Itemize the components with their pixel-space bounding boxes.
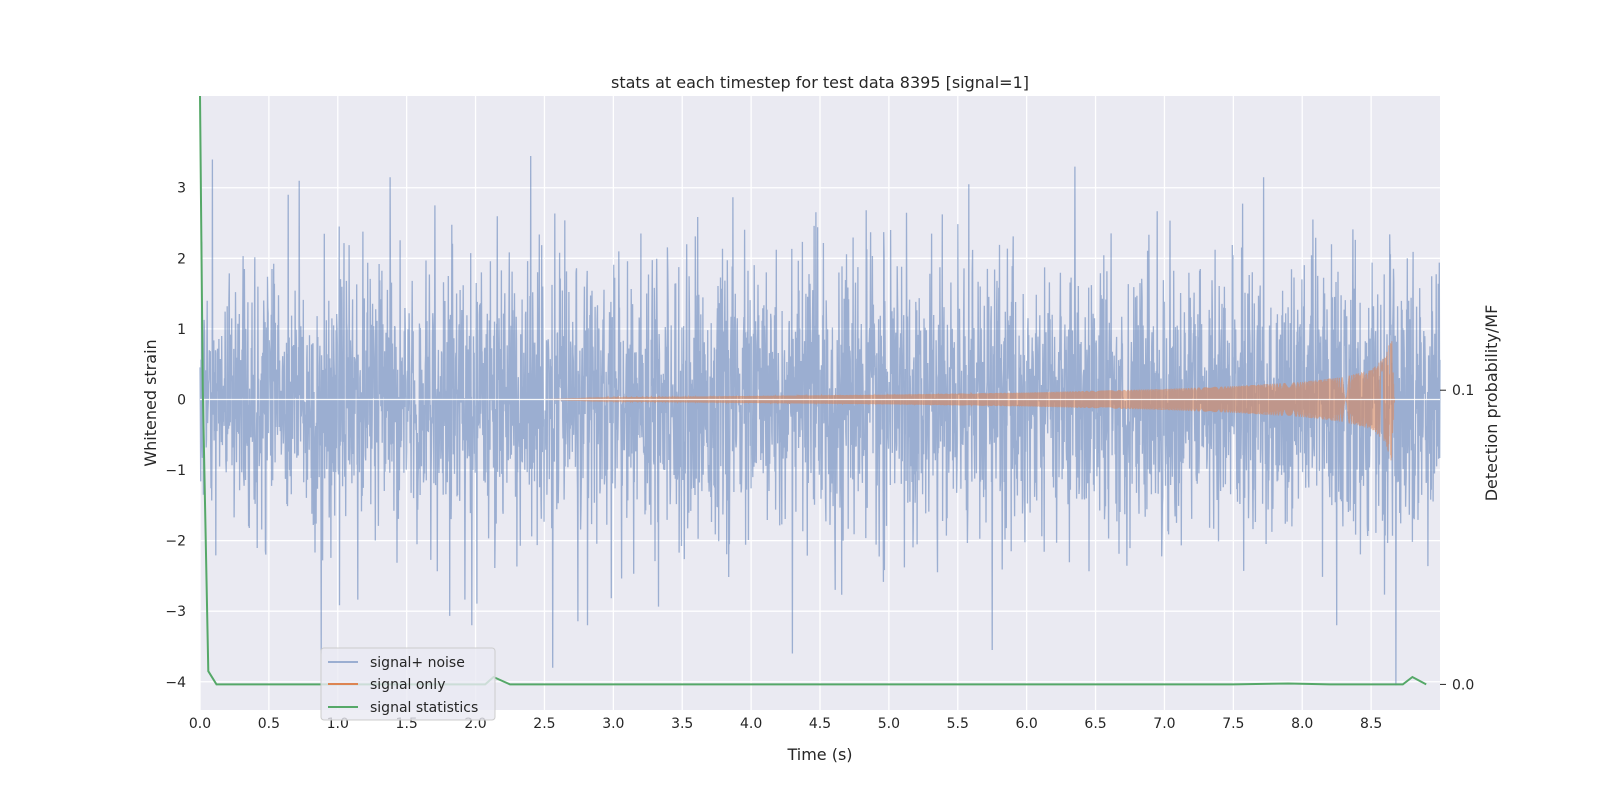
y-tick-label: −2 <box>165 534 186 550</box>
x-tick-label: 6.5 <box>1084 716 1106 732</box>
x-tick-label: 2.5 <box>533 716 555 732</box>
y-tick-label: −1 <box>165 463 186 479</box>
x-tick-label: 8.5 <box>1360 716 1382 732</box>
y-axis-ticks: 3 2 1 0 −1 −2 −3 −4 <box>165 181 186 691</box>
legend-label-signal-statistics: signal statistics <box>370 700 478 716</box>
legend-box <box>320 647 496 721</box>
signal-statistics-line <box>199 95 1427 686</box>
y-tick-label: 3 <box>177 181 186 197</box>
right-axis-label: Detection probability/MF <box>1482 305 1501 502</box>
right-tick-label: 0.1 <box>1452 383 1474 399</box>
y-tick-label: 0 <box>177 392 186 408</box>
x-tick-label: 3.5 <box>671 716 693 732</box>
x-tick-label: 0.0 <box>189 716 211 732</box>
x-tick-label: 4.5 <box>809 716 831 732</box>
x-tick-label: 7.0 <box>1153 716 1175 732</box>
x-tick-label: 7.5 <box>1222 716 1244 732</box>
y-tick-label: 1 <box>177 322 186 338</box>
y-tick-label: −4 <box>165 675 186 691</box>
x-tick-label: 6.0 <box>1016 716 1038 732</box>
series-signal-statistics <box>199 95 1427 686</box>
legend-label-signal-noise: signal+ noise <box>370 655 465 671</box>
x-tick-label: 5.5 <box>947 716 969 732</box>
right-axis-ticks: 0.1 0.0 <box>1440 383 1474 693</box>
x-axis-label: Time (s) <box>786 745 852 764</box>
x-tick-label: 5.0 <box>878 716 900 732</box>
y-tick-label: −3 <box>165 604 186 620</box>
y-axis-label: Whitened strain <box>141 339 160 466</box>
signal-noise-line <box>199 155 1441 686</box>
legend: signal+ noise signal only signal statist… <box>320 647 496 721</box>
series-signal-noise <box>199 155 1441 686</box>
x-tick-label: 8.0 <box>1291 716 1313 732</box>
chart-title: stats at each timestep for test data 839… <box>611 73 1029 92</box>
right-tick-label: 0.0 <box>1452 677 1474 693</box>
x-tick-label: 4.0 <box>740 716 762 732</box>
legend-label-signal-only: signal only <box>370 677 445 693</box>
x-tick-label: 3.0 <box>602 716 624 732</box>
series-signal-only <box>200 341 1440 461</box>
x-tick-label: 0.5 <box>258 716 280 732</box>
y-tick-label: 2 <box>177 251 186 267</box>
